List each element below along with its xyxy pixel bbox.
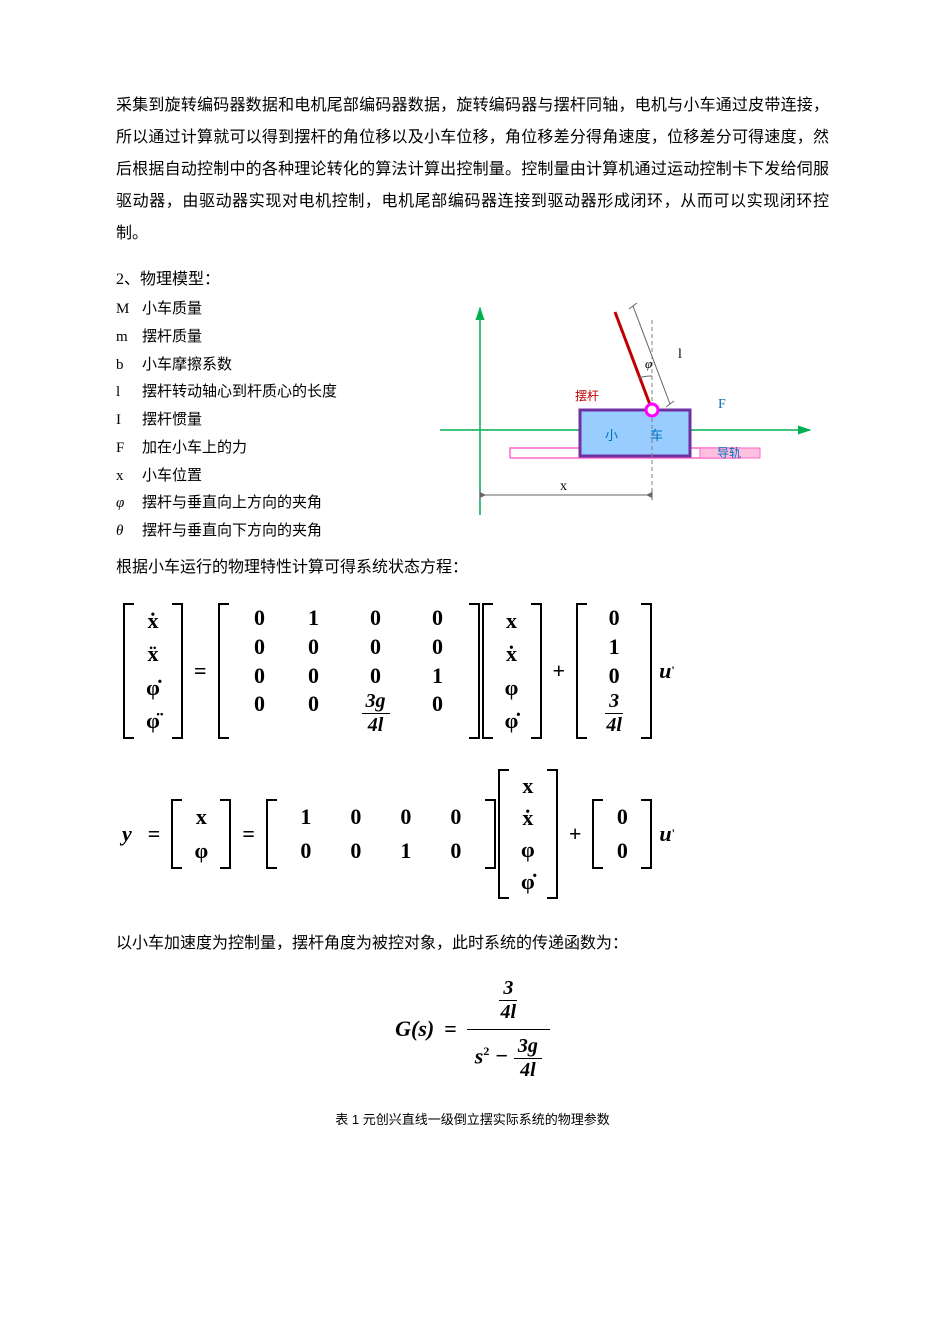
- output-equation: y=xφ=10000010xẋφφ̇+00u': [116, 768, 829, 900]
- symbol-char: I: [116, 407, 142, 435]
- symbol-list: M小车质量m摆杆质量b小车摩擦系数l摆杆转动轴心到杆质心的长度I摆杆惯量F加在小…: [116, 296, 396, 546]
- symbol-row: F加在小车上的力: [116, 435, 396, 463]
- symbol-row: m摆杆质量: [116, 324, 396, 352]
- svg-text:φ: φ: [645, 356, 652, 371]
- symbol-char: M: [116, 296, 142, 324]
- symbol-label: 摆杆质量: [142, 329, 202, 345]
- symbol-row: b小车摩擦系数: [116, 352, 396, 380]
- table-caption: 表 1 元创兴直线一级倒立摆实际系统的物理参数: [116, 1109, 829, 1128]
- symbol-row: l摆杆转动轴心到杆质心的长度: [116, 379, 396, 407]
- physical-model-row: M小车质量m摆杆质量b小车摩擦系数l摆杆转动轴心到杆质心的长度I摆杆惯量F加在小…: [116, 296, 829, 546]
- symbol-label: 摆杆与垂直向上方向的夹角: [142, 495, 322, 511]
- transfer-function-intro: 以小车加速度为控制量，摆杆角度为被控对象，此时系统的传递函数为：: [116, 928, 829, 960]
- pendulum-diagram: 导轨小车摆杆φlFx: [420, 296, 829, 535]
- symbol-label: 小车摩擦系数: [142, 357, 232, 373]
- symbol-char: φ: [116, 490, 142, 518]
- symbol-row: M小车质量: [116, 296, 396, 324]
- svg-text:l: l: [678, 347, 682, 362]
- symbol-char: F: [116, 435, 142, 463]
- symbol-label: 小车质量: [142, 301, 202, 317]
- symbol-char: b: [116, 352, 142, 380]
- symbol-label: 摆杆惯量: [142, 412, 202, 428]
- symbol-char: l: [116, 379, 142, 407]
- svg-text:F: F: [718, 397, 726, 412]
- symbol-char: x: [116, 463, 142, 491]
- symbol-row: x小车位置: [116, 463, 396, 491]
- svg-text:x: x: [560, 479, 567, 494]
- state-equation-intro: 根据小车运行的物理特性计算可得系统状态方程：: [116, 552, 829, 584]
- symbol-label: 小车位置: [142, 468, 202, 484]
- transfer-function: G(s)=34ls2−3g4l: [116, 978, 829, 1081]
- symbol-label: 摆杆转动轴心到杆质心的长度: [142, 384, 337, 400]
- svg-text:摆杆: 摆杆: [575, 389, 599, 403]
- symbol-row: I摆杆惯量: [116, 407, 396, 435]
- svg-text:导轨: 导轨: [717, 446, 741, 460]
- symbol-row: θ摆杆与垂直向下方向的夹角: [116, 518, 396, 546]
- symbol-row: φ摆杆与垂直向上方向的夹角: [116, 490, 396, 518]
- symbol-label: 加在小车上的力: [142, 440, 247, 456]
- symbol-char: θ: [116, 518, 142, 546]
- svg-text:小: 小: [605, 428, 618, 443]
- symbol-label: 摆杆与垂直向下方向的夹角: [142, 523, 322, 539]
- symbol-char: m: [116, 324, 142, 352]
- intro-paragraph: 采集到旋转编码器数据和电机尾部编码器数据，旋转编码器与摆杆同轴，电机与小车通过皮…: [116, 90, 829, 250]
- section-heading: 2、物理模型：: [116, 264, 829, 296]
- state-equation-1: ẋẍφ̇φ̈=010000000001003g4l0xẋφφ̇+01034lu': [116, 602, 829, 740]
